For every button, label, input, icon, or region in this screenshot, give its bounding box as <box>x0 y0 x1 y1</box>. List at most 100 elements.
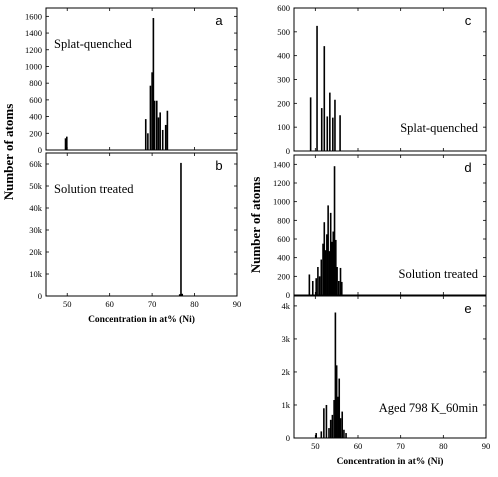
bar-c-7 <box>334 99 336 151</box>
ytick-label-d-4: 800 <box>277 215 290 225</box>
panel-annotation-d: Solution treated <box>399 267 479 281</box>
bar-e-0 <box>315 433 317 438</box>
bar-a-3 <box>147 133 149 150</box>
panel-annotation-e: Aged 798 K_60min <box>379 401 479 415</box>
bar-a-1 <box>65 136 68 150</box>
bar-a-4 <box>149 85 152 150</box>
bar-e-1 <box>320 431 323 438</box>
bar-e-13 <box>341 411 344 438</box>
bar-c-2 <box>320 108 323 151</box>
xtick-label-b-4: 90 <box>233 299 242 309</box>
bar-e-8 <box>334 312 337 438</box>
ytick-label-c-0: 0 <box>286 146 290 156</box>
panel-c: 0 100 200 300 400 500 600 c Splat-quenched <box>277 3 487 156</box>
ytick-label-a-4: 800 <box>29 78 42 88</box>
bar-b-1 <box>180 162 182 296</box>
bar-a-13 <box>166 110 169 150</box>
panel-e: 0 1k 2k 3k 4k 50 60 70 80 90 Concentration in at% … <box>282 295 491 467</box>
ytick-label-a-3: 600 <box>29 95 42 105</box>
ytick-label-a-1: 200 <box>29 128 42 138</box>
bar-d-5 <box>320 259 323 295</box>
plot-frame-e <box>293 295 487 439</box>
ytick-label-d-3: 600 <box>277 234 290 244</box>
bar-c-4 <box>326 116 329 151</box>
bar-a-12 <box>164 124 167 150</box>
xtick-label-b-1: 60 <box>105 299 114 309</box>
xtick-label-e-2: 70 <box>396 441 405 451</box>
plot-frame-b <box>45 152 238 297</box>
ytick-label-d-7: 1400 <box>273 159 290 169</box>
bar-e-5 <box>329 419 332 438</box>
ytick-label-a-8: 1600 <box>25 11 42 21</box>
ytick-label-b-2: 20k <box>29 247 43 257</box>
bar-d-8 <box>324 250 327 295</box>
ytick-label-e-0: 0 <box>286 433 290 443</box>
ytick-label-d-5: 1000 <box>273 197 290 207</box>
bar-c-6 <box>332 117 334 151</box>
bar-a-8 <box>155 100 158 150</box>
bar-d-1 <box>311 281 314 295</box>
ytick-label-c-6: 600 <box>277 3 290 13</box>
ytick-label-b-4: 40k <box>29 203 43 213</box>
bar-a-11 <box>161 129 164 150</box>
ytick-label-b-5: 50k <box>29 181 43 191</box>
ytick-label-c-2: 200 <box>277 98 290 108</box>
bar-c-0 <box>309 97 312 151</box>
plot-frame-d <box>293 154 487 296</box>
y-axis-label-right: Number of atoms <box>248 177 263 274</box>
bar-c-5 <box>329 92 331 151</box>
panel-d: 0 200 400 600 800 1000 1200 1400 d Solution treat… <box>273 154 487 300</box>
bar-c-3 <box>323 46 326 152</box>
ytick-label-b-1: 10k <box>29 269 43 279</box>
bar-e-6 <box>331 414 334 438</box>
bar-e-10 <box>337 396 339 438</box>
panel-letter-e: e <box>464 301 471 316</box>
ytick-label-c-5: 500 <box>277 27 290 37</box>
ytick-label-b-3: 30k <box>29 225 43 235</box>
ytick-label-a-7: 1400 <box>25 28 42 38</box>
bar-d-12 <box>329 212 332 295</box>
ytick-label-e-3: 3k <box>282 334 291 344</box>
bar-e-4 <box>328 428 330 438</box>
panel-letter-c: c <box>465 13 472 28</box>
ytick-label-e-4: 4k <box>282 301 291 311</box>
bar-d-2 <box>315 278 317 295</box>
bar-d-15 <box>333 166 336 295</box>
bar-d-18 <box>338 281 340 295</box>
bar-a-5 <box>151 72 153 150</box>
bar-e-2 <box>323 408 325 438</box>
ytick-label-b-0: 0 <box>38 291 42 301</box>
bar-d-14 <box>332 231 335 295</box>
ytick-label-a-5: 1000 <box>25 61 42 71</box>
ytick-label-c-1: 100 <box>277 122 290 132</box>
ytick-label-a-2: 400 <box>29 112 42 122</box>
ytick-label-e-2: 2k <box>282 367 291 377</box>
bar-d-9 <box>326 234 328 295</box>
y-axis-label-left: Number of atoms <box>1 104 16 201</box>
bar-d-10 <box>327 205 329 295</box>
bar-d-11 <box>328 251 331 295</box>
bar-d-17 <box>336 267 338 295</box>
xtick-label-e-1: 60 <box>354 441 363 451</box>
bar-d-7 <box>323 222 326 295</box>
xtick-label-e-4: 90 <box>482 441 491 451</box>
ytick-label-c-4: 400 <box>277 51 290 61</box>
bar-d-16 <box>335 239 337 295</box>
bar-d-13 <box>331 241 333 295</box>
panel-letter-b: b <box>215 158 222 173</box>
x-axis-label-e: Concentration in at% (Ni) <box>337 456 444 467</box>
bar-a-6 <box>152 18 155 150</box>
bar-e-12 <box>339 418 342 438</box>
ytick-label-e-1: 1k <box>282 400 291 410</box>
bar-e-15 <box>345 433 347 438</box>
bar-e-11 <box>338 378 341 438</box>
bar-b-2 <box>181 293 184 296</box>
ytick-label-a-6: 1200 <box>25 45 42 55</box>
panel-a: 0 200 400 600 800 1000 1200 1400 1600 a Splat-quen… <box>25 7 238 155</box>
ytick-label-d-2: 400 <box>277 253 290 263</box>
ytick-label-d-6: 1200 <box>273 178 290 188</box>
x-axis-label-b: Concentration in at% (Ni) <box>88 314 195 325</box>
ytick-label-d-1: 200 <box>277 271 290 281</box>
bar-a-10 <box>159 112 161 150</box>
